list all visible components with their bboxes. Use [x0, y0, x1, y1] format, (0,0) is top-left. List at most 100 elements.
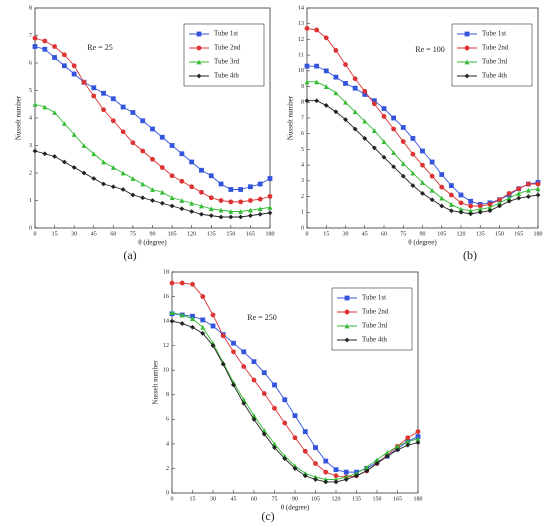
marker	[159, 134, 165, 140]
marker	[420, 191, 425, 196]
marker	[179, 321, 185, 326]
marker	[464, 31, 470, 37]
marker	[468, 203, 474, 209]
y-tick-label: 14	[298, 5, 304, 11]
marker	[468, 211, 474, 217]
marker	[282, 420, 288, 426]
marker	[354, 473, 359, 479]
y-tick-label: 10	[298, 68, 304, 74]
marker	[477, 203, 483, 209]
marker	[159, 200, 165, 206]
marker	[190, 313, 195, 319]
marker	[362, 118, 368, 124]
x-tick-label: 60	[110, 231, 116, 237]
marker	[267, 176, 273, 181]
marker	[415, 429, 421, 435]
marker	[464, 59, 470, 65]
x-tick-label: 15	[190, 496, 196, 502]
marker	[189, 209, 195, 214]
marker	[248, 198, 253, 203]
x-tick-label: 135	[352, 496, 361, 502]
marker	[439, 195, 445, 201]
x-tick-label: 15	[52, 231, 58, 237]
marker	[32, 44, 38, 49]
y-tick-label: 0	[301, 225, 304, 231]
y-tick-label: 6	[166, 417, 169, 423]
marker	[200, 330, 206, 336]
marker	[439, 203, 445, 209]
marker	[333, 479, 339, 485]
marker	[364, 464, 370, 470]
x-tick-label: 120	[457, 231, 466, 237]
x-axis-label: θ (degree)	[281, 504, 310, 512]
marker	[210, 343, 216, 349]
x-tick-label: 90	[150, 231, 156, 237]
marker	[150, 187, 155, 192]
y-tick-label: 2	[29, 170, 32, 176]
marker	[42, 46, 48, 52]
marker	[101, 107, 106, 113]
marker	[257, 196, 263, 202]
marker	[344, 309, 350, 315]
marker	[32, 148, 38, 154]
marker	[179, 178, 185, 184]
legend-label: Tube 3rd	[214, 58, 240, 66]
marker	[196, 45, 202, 51]
marker	[267, 193, 273, 199]
marker	[506, 195, 512, 201]
x-tick-label: 15	[323, 231, 329, 237]
x-tick-label: 90	[292, 496, 298, 502]
marker	[189, 159, 195, 165]
marker	[381, 139, 387, 144]
marker	[208, 206, 214, 212]
x-tick-label: 30	[210, 496, 216, 502]
marker	[448, 192, 454, 198]
marker	[61, 121, 67, 126]
legend-label: Tube 1st	[362, 294, 386, 302]
x-tick-label: 150	[226, 231, 235, 237]
x-tick-label: 180	[414, 496, 423, 502]
marker	[140, 181, 146, 187]
y-tick-label: 3	[301, 178, 304, 184]
y-tick-label: 12	[298, 37, 304, 43]
marker	[506, 198, 512, 204]
legend-label: Tube 4th	[214, 72, 239, 80]
marker	[362, 136, 368, 141]
marker	[282, 397, 288, 403]
marker	[52, 44, 57, 49]
marker	[344, 323, 350, 329]
marker	[487, 202, 493, 207]
legend-label: Tube 1st	[214, 30, 238, 38]
marker	[525, 194, 531, 199]
marker	[395, 447, 400, 453]
x-tick-label: 180	[534, 231, 543, 237]
marker	[352, 76, 358, 82]
marker	[220, 333, 226, 339]
marker	[410, 151, 416, 157]
marker	[410, 170, 416, 176]
marker	[241, 349, 247, 355]
marker	[248, 207, 253, 213]
marker	[395, 443, 400, 449]
marker	[343, 477, 349, 482]
y-tick-label: 2	[166, 466, 169, 472]
marker	[323, 469, 329, 475]
marker	[261, 431, 267, 437]
marker	[458, 192, 464, 198]
marker	[343, 62, 348, 67]
x-tick-label: 105	[437, 231, 446, 237]
marker	[110, 165, 116, 170]
y-tick-label: 14	[163, 318, 169, 324]
marker	[238, 199, 244, 205]
marker	[468, 208, 474, 214]
marker	[429, 159, 435, 165]
marker	[52, 110, 57, 115]
marker	[314, 98, 320, 104]
y-tick-label: 8	[301, 100, 304, 106]
y-tick-label: 8	[166, 392, 169, 398]
marker	[405, 442, 411, 448]
marker	[516, 186, 522, 192]
marker	[241, 364, 247, 369]
marker	[101, 159, 106, 165]
marker	[497, 203, 502, 209]
